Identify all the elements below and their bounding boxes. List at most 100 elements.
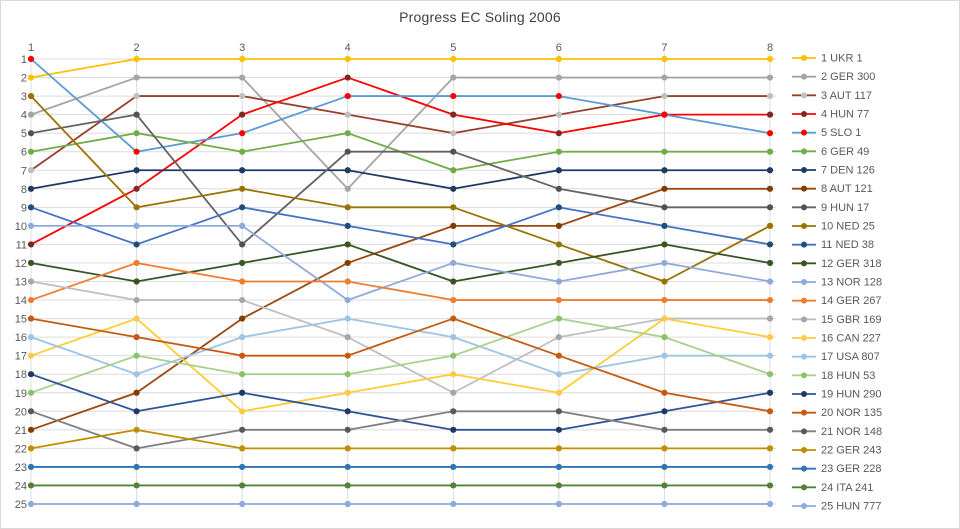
y-axis-label: 15 [15,314,27,326]
y-axis-label: 16 [15,332,27,344]
series-line [30,58,770,79]
series-marker [133,463,140,471]
legend-marker-swatch [801,428,807,435]
series-marker [344,426,351,433]
series-marker [27,500,35,508]
series-marker [555,389,562,396]
legend-marker-swatch [801,353,807,360]
legend-item: 20 NOR 135 [792,407,882,419]
series-marker [133,334,140,341]
series-marker [555,185,562,192]
legend-item: 11 NED 38 [792,239,874,251]
series-marker [344,334,351,341]
series [27,167,774,192]
legend-marker-swatch [801,185,807,192]
legend-item-label: 9 HUN 17 [821,202,869,214]
series-marker [27,408,35,415]
legend-item: 5 SLO 1 [792,127,861,139]
series-marker [133,74,140,81]
series-marker [661,74,668,81]
series-line [30,243,771,283]
series-marker [239,92,246,100]
legend-marker-swatch [801,241,807,248]
series [27,55,774,155]
series-marker [133,259,140,267]
series-marker [239,371,246,378]
legend-item-label: 4 HUN 77 [821,109,869,121]
series-marker [344,148,351,155]
series-marker [239,334,246,341]
series-marker [27,482,35,489]
series-marker [344,296,351,304]
series-marker [450,482,457,489]
series [27,500,774,508]
legend-item-label: 10 NED 25 [821,221,875,233]
y-axis-label: 21 [15,425,27,437]
series-marker [450,445,457,452]
series [27,426,774,452]
series-marker [344,315,351,322]
legend-item: 19 HUN 290 [792,389,882,401]
series-marker [661,315,668,322]
series-marker [344,167,351,174]
y-axis-label: 22 [15,443,27,455]
series-marker [239,111,246,118]
legend-marker-swatch [801,223,807,229]
series [27,408,774,452]
series-marker [27,352,35,359]
series-marker [27,148,35,155]
legend-item-label: 25 HUN 777 [821,501,882,513]
series-marker [133,241,140,248]
series-marker [239,296,246,304]
series-marker [766,222,774,229]
series-marker [555,259,562,267]
series-marker [766,167,774,174]
series-marker [344,445,351,452]
series-marker [239,445,246,452]
series-marker [133,167,140,174]
x-axis-label: 3 [239,42,245,54]
legend-item: 21 NOR 148 [792,426,882,438]
legend-item: 3 AUT 117 [792,90,872,102]
series-marker [450,500,457,508]
series-line [30,317,771,413]
series-marker [450,167,457,174]
series [27,74,774,248]
series-marker [555,222,562,229]
series-line [30,410,770,450]
series-marker [239,389,246,396]
series-marker [661,148,668,155]
series-marker [27,222,35,229]
series [27,315,774,396]
series-marker [555,92,562,100]
legend-item-label: 19 HUN 290 [821,389,882,401]
legend-item: 12 GER 318 [792,258,882,270]
legend-item-label: 1 UKR 1 [821,53,863,65]
x-axis-label: 6 [556,42,562,54]
x-axis-label: 4 [345,42,351,54]
series-marker [555,111,562,118]
y-axis-label: 7 [21,165,27,177]
y-axis-label: 24 [15,480,27,492]
series-marker [766,55,774,63]
legend-item-label: 5 SLO 1 [821,127,861,139]
series-marker [766,352,774,359]
series-marker [450,241,457,248]
legend-item-label: 16 CAN 227 [821,333,881,345]
series-marker [344,371,351,378]
legend-marker-swatch [801,279,807,285]
series-marker [239,241,246,248]
y-axis-label: 18 [15,369,27,381]
series-marker [555,241,562,248]
legend-item-label: 11 NED 38 [821,239,874,251]
series-marker [344,55,351,63]
series-marker [27,463,35,471]
series-marker [344,278,351,285]
series-marker [766,278,774,285]
legend-item-label: 20 NOR 135 [821,407,882,419]
series-marker [766,185,774,192]
series-marker [133,130,140,137]
series-marker [450,204,457,211]
series-marker [450,74,457,81]
series-marker [766,130,774,137]
